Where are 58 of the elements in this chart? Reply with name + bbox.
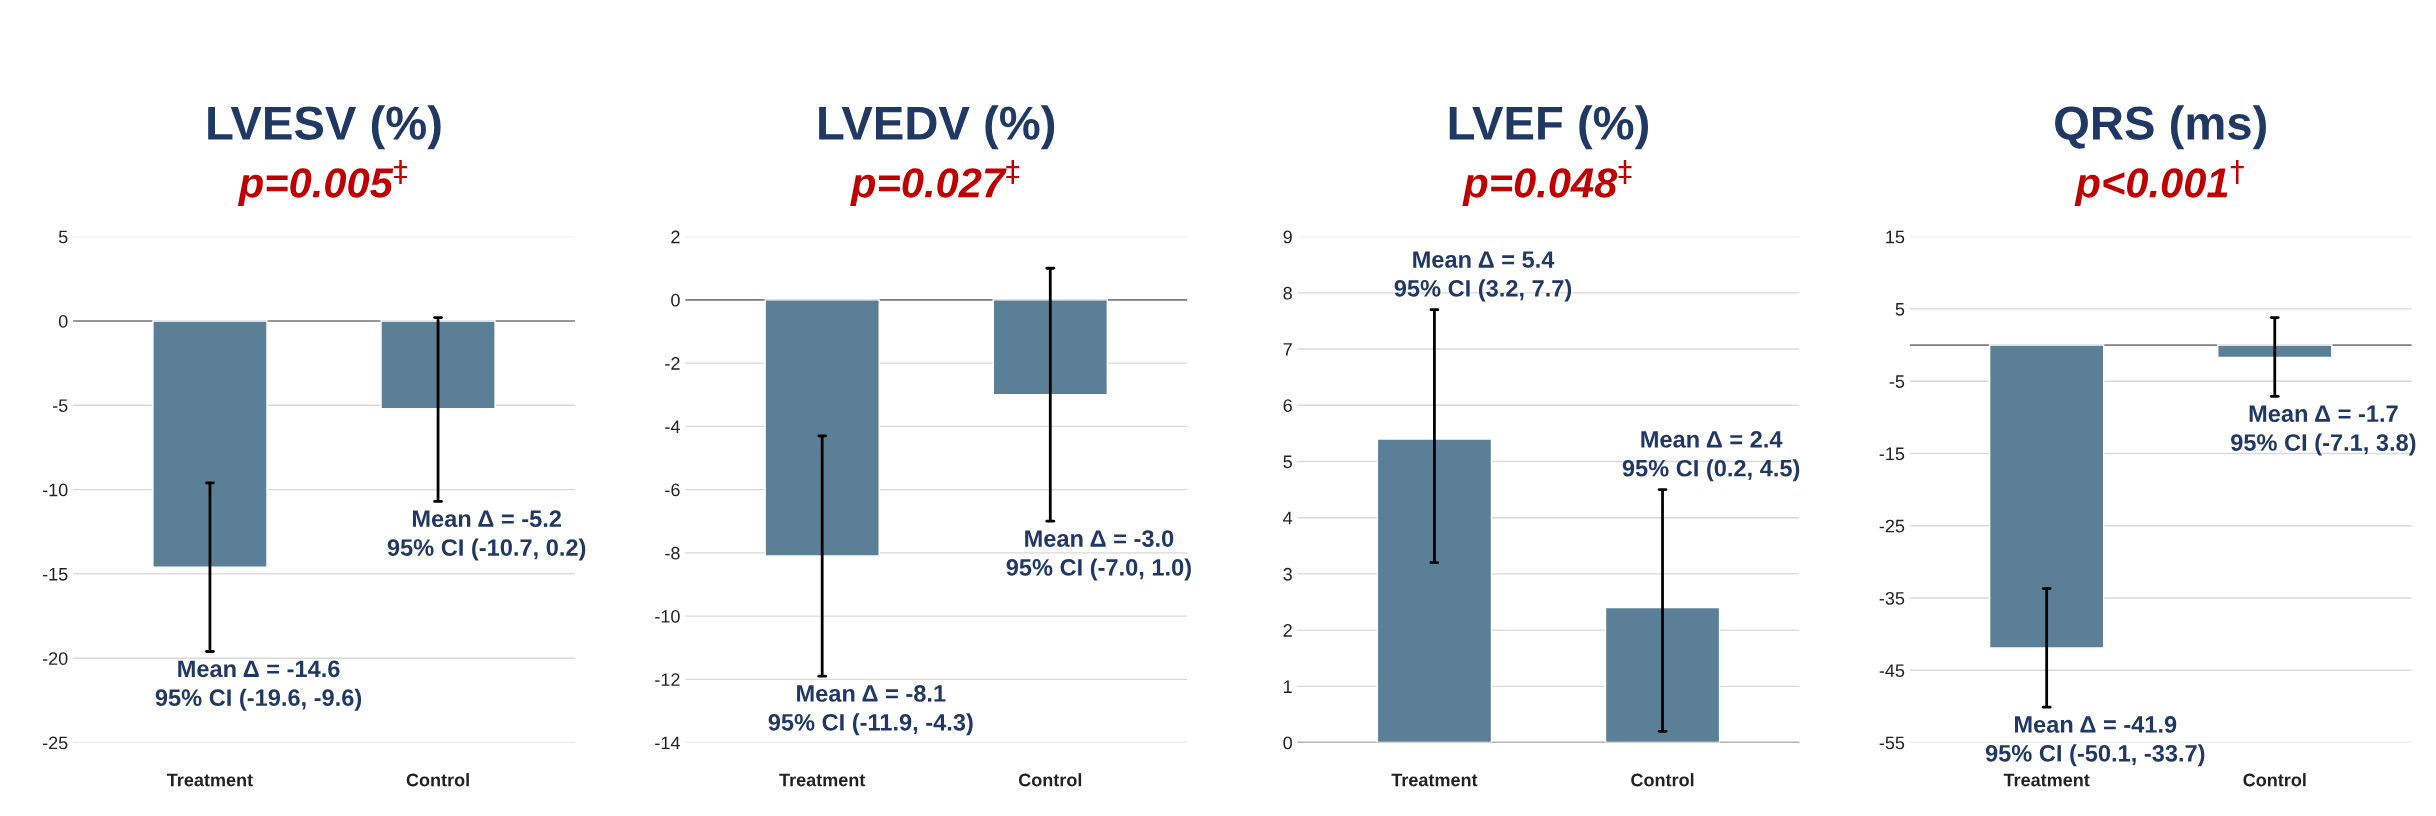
y-tick-label: -2 xyxy=(665,357,680,370)
annotation: Mean Δ = -41.9 95% CI (-50.1, -33.7) xyxy=(1985,716,2205,767)
y-tick-label: -10 xyxy=(655,610,680,623)
y-tick-label: 4 xyxy=(1283,511,1293,525)
annotation: Mean Δ = -3.0 95% CI (-7.0, 1.0) xyxy=(1006,530,1191,581)
y-tick-label: 9 xyxy=(1283,230,1292,244)
y-tick-label: 8 xyxy=(1283,286,1292,300)
y-tick-label: 6 xyxy=(1283,399,1292,412)
y-tick-label: -12 xyxy=(655,673,680,686)
y-tick-label: 0 xyxy=(58,314,68,328)
y-tick-label: 15 xyxy=(1886,230,1905,244)
y-tick-label: -5 xyxy=(52,399,68,412)
y-tick-label: 2 xyxy=(671,230,680,244)
chart-subtitle: p=0.048$^{‡}$ xyxy=(1462,160,1632,206)
x-tick-label: Treatment xyxy=(1391,773,1478,787)
y-tick-label: 3 xyxy=(1283,567,1292,581)
y-tick-label: -45 xyxy=(1879,664,1905,678)
y-tick-label: -10 xyxy=(42,483,68,497)
chart-subtitle: p<0.001$^{†}$ xyxy=(2074,160,2244,206)
x-tick-label: Treatment xyxy=(2003,773,2090,787)
x-tick-label: Treatment xyxy=(779,773,866,787)
y-tick-label: -25 xyxy=(1879,519,1905,533)
y-tick-label: -15 xyxy=(1879,447,1905,461)
annotation: Mean Δ = -5.2 95% CI (-10.7, 0.2) xyxy=(387,510,586,561)
y-tick-label: 0 xyxy=(1283,736,1292,750)
x-tick-label: Control xyxy=(1018,773,1082,787)
annotation: Mean Δ = -1.7 95% CI (-7.1, 3.8) xyxy=(2231,405,2416,456)
x-tick-label: Treatment xyxy=(167,773,253,787)
annotation: Mean Δ = -8.1 95% CI (-11.9, -4.3) xyxy=(768,685,973,736)
y-tick-label: -8 xyxy=(665,546,680,560)
y-tick-label: 5 xyxy=(1283,455,1292,469)
chart-title: LVESV (%) xyxy=(208,105,441,150)
y-tick-label: -5 xyxy=(1889,375,1905,388)
y-tick-label: -20 xyxy=(42,652,68,665)
annotation: Mean Δ = -14.6 95% CI (-19.6, -9.6) xyxy=(155,660,362,711)
y-tick-label: -55 xyxy=(1879,736,1905,750)
y-tick-label: -6 xyxy=(665,483,680,497)
chart-subtitle: p=0.005$^{‡}$ xyxy=(237,160,408,206)
y-tick-label: 5 xyxy=(1895,303,1905,316)
x-tick-label: Control xyxy=(406,773,469,787)
chart-title: LVEDV (%) xyxy=(819,105,1055,150)
y-tick-label: 2 xyxy=(1283,624,1292,637)
y-tick-label: -25 xyxy=(42,736,68,750)
y-tick-label: -4 xyxy=(665,420,680,433)
y-tick-label: 7 xyxy=(1283,343,1292,356)
x-tick-label: Control xyxy=(1631,773,1694,787)
chart-title: QRS (ms) xyxy=(2055,105,2266,150)
y-tick-label: -15 xyxy=(42,568,68,581)
chart-subtitle: p=0.027$^{‡}$ xyxy=(850,160,1020,206)
y-tick-label: 0 xyxy=(671,293,680,307)
x-tick-label: Control xyxy=(2243,773,2306,787)
y-tick-label: 1 xyxy=(1284,680,1292,693)
annotation: Mean Δ = 5.4 95% CI (3.2, 7.7) xyxy=(1394,251,1572,302)
y-tick-label: 5 xyxy=(58,230,68,244)
chart-title: LVEF (%) xyxy=(1449,105,1649,150)
y-tick-label: -35 xyxy=(1879,591,1905,605)
y-tick-label: -14 xyxy=(655,736,680,750)
annotation: Mean Δ = 2.4 95% CI (0.2, 4.5) xyxy=(1622,431,1800,482)
